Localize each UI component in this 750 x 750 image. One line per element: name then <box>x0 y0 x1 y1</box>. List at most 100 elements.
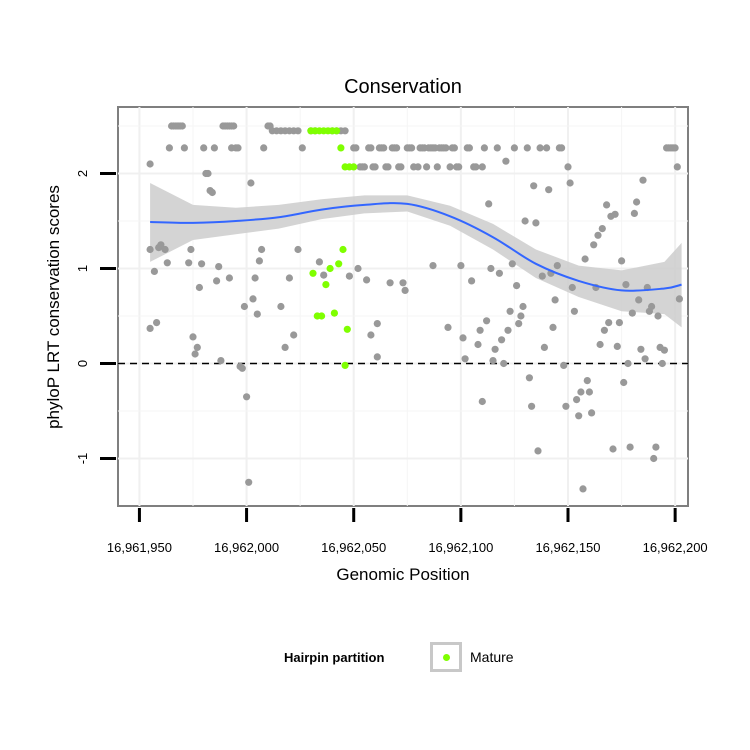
point-other <box>230 122 238 130</box>
point-other <box>200 144 208 152</box>
point-other <box>562 402 570 410</box>
point-other <box>165 144 173 152</box>
point-mature <box>309 269 317 277</box>
point-other <box>485 200 493 208</box>
point-other <box>521 217 529 225</box>
point-mature <box>333 127 341 135</box>
point-other <box>626 443 634 451</box>
point-other <box>247 179 255 187</box>
point-other <box>575 412 583 420</box>
point-other <box>613 342 621 350</box>
point-other <box>493 144 501 152</box>
point-other <box>624 359 632 368</box>
point-mature <box>318 312 326 320</box>
point-other <box>508 260 516 268</box>
point-other <box>551 296 559 304</box>
point-other <box>198 260 206 268</box>
point-other <box>478 163 486 171</box>
legend: Hairpin partition Mature <box>0 642 750 674</box>
point-other <box>433 163 441 171</box>
point-other <box>146 324 154 332</box>
point-other <box>560 361 568 369</box>
point-other <box>489 357 497 365</box>
point-other <box>204 169 212 178</box>
point-other <box>628 309 636 317</box>
point-other <box>217 357 225 365</box>
point-other <box>178 122 186 130</box>
y-tick-label: 0 <box>75 360 90 367</box>
x-tick-label: 16,962,150 <box>535 540 600 555</box>
point-other <box>630 209 639 217</box>
point-other <box>225 274 233 282</box>
point-other <box>510 144 518 152</box>
point-other <box>258 245 266 254</box>
point-other <box>515 320 523 328</box>
point-other <box>185 259 193 267</box>
point-other <box>553 262 561 270</box>
y-tick-label: 2 <box>75 170 90 177</box>
point-other <box>281 343 289 351</box>
point-other <box>620 378 628 387</box>
point-other <box>650 454 658 463</box>
point-other <box>210 144 218 152</box>
point-other <box>238 364 246 372</box>
point-other <box>564 163 572 171</box>
point-other <box>450 144 458 152</box>
point-other <box>260 144 268 152</box>
point-other <box>590 241 598 249</box>
point-other <box>253 310 261 318</box>
point-other <box>673 163 681 171</box>
point-other <box>658 359 666 368</box>
point-other <box>648 302 656 311</box>
x-axis-label: Genomic Position <box>336 565 469 584</box>
point-other <box>598 225 606 233</box>
point-mature <box>339 245 347 254</box>
point-other <box>163 259 171 267</box>
point-other <box>249 295 257 303</box>
x-tick-label: 16,961,950 <box>107 540 172 555</box>
point-other <box>545 186 553 194</box>
point-other <box>367 331 375 339</box>
point-other <box>446 163 454 171</box>
point-other <box>660 346 669 354</box>
x-tick-label: 16,962,000 <box>214 540 279 555</box>
point-mature <box>337 144 345 152</box>
point-other <box>150 267 158 275</box>
point-other <box>455 163 463 171</box>
point-other <box>191 350 199 358</box>
point-mature <box>326 264 334 273</box>
point-other <box>528 402 536 410</box>
point-other <box>525 374 534 382</box>
point-other <box>675 295 684 303</box>
point-other <box>315 258 323 266</box>
point-other <box>549 323 557 331</box>
point-other <box>637 345 645 353</box>
point-other <box>345 272 353 280</box>
point-other <box>442 144 450 152</box>
point-other <box>414 163 422 171</box>
point-other <box>255 257 263 265</box>
point-other <box>573 396 581 404</box>
confidence-band-area <box>150 183 682 328</box>
point-other <box>538 272 546 280</box>
point-other <box>633 198 641 206</box>
x-tick-label: 16,962,050 <box>321 540 386 555</box>
point-other <box>483 317 491 325</box>
point-other <box>290 331 298 339</box>
axes: 16,961,950 16,962,000 16,962,050 16,962,100… <box>75 170 708 555</box>
point-other <box>500 359 508 368</box>
point-other <box>600 326 609 334</box>
point-other <box>146 160 154 168</box>
point-other <box>371 163 379 171</box>
legend-title: Hairpin partition <box>284 650 385 665</box>
point-other <box>504 326 512 334</box>
point-other <box>373 353 381 361</box>
grid <box>118 107 688 506</box>
confidence-band <box>150 183 682 328</box>
point-other <box>213 277 221 285</box>
point-other <box>380 144 388 152</box>
point-other <box>622 281 630 289</box>
point-other <box>487 264 495 273</box>
point-other <box>517 312 525 320</box>
